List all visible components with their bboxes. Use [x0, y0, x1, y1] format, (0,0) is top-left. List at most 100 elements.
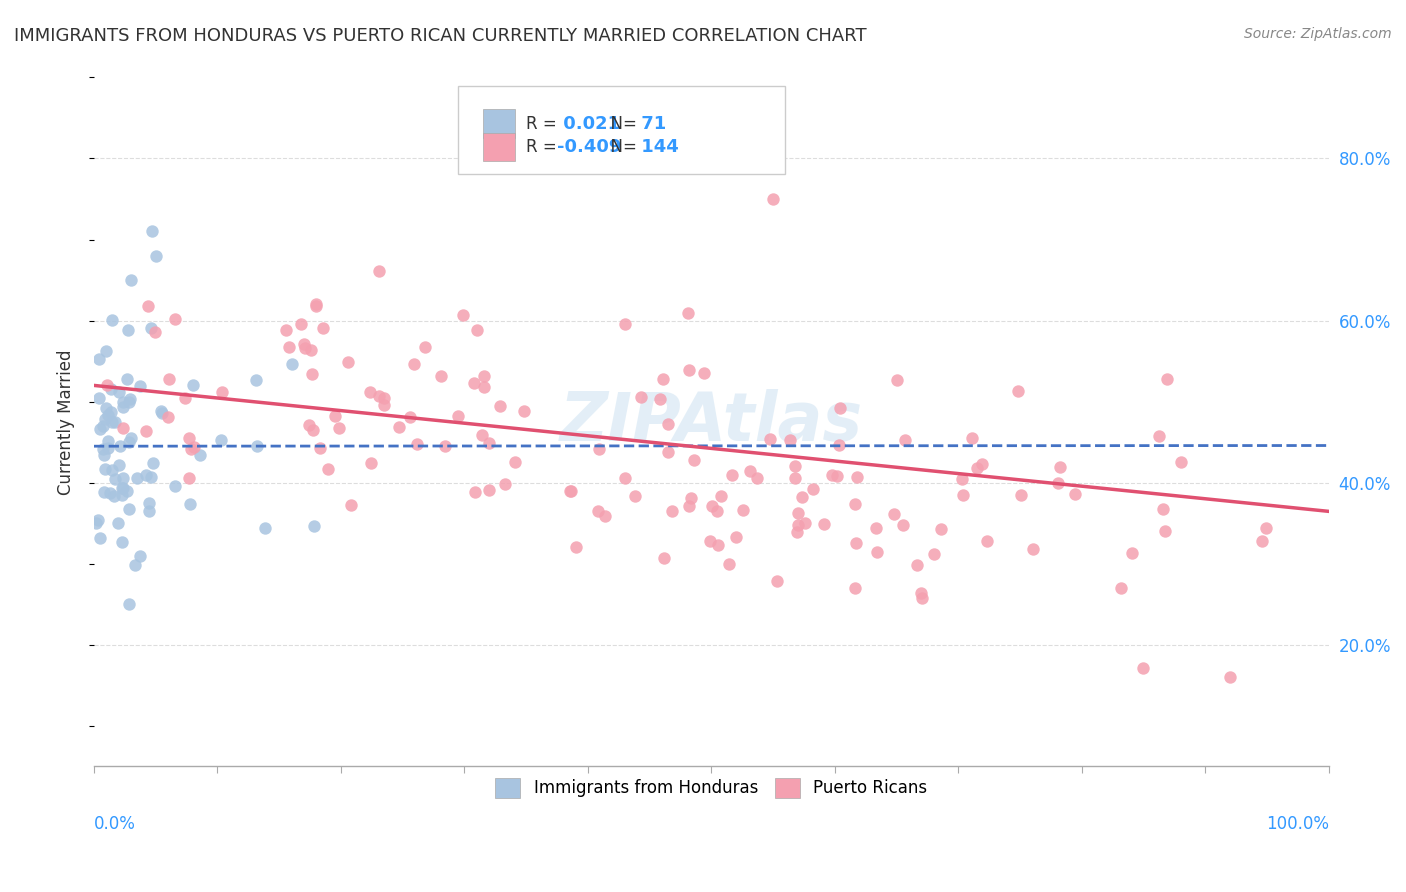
Point	[676, 305, 699, 319]
Point	[129, 549, 152, 564]
Point	[472, 368, 495, 383]
Point	[513, 404, 536, 418]
Point	[125, 471, 148, 485]
Point	[177, 470, 200, 484]
Point	[100, 405, 122, 419]
Point	[678, 363, 700, 377]
Point	[406, 437, 429, 451]
Point	[894, 433, 917, 447]
Point	[117, 434, 139, 449]
Point	[89, 391, 111, 405]
Point	[693, 366, 716, 380]
Point	[120, 392, 142, 406]
Point	[1156, 372, 1178, 386]
Point	[118, 501, 141, 516]
FancyBboxPatch shape	[482, 109, 515, 138]
Point	[108, 458, 131, 473]
Point	[188, 448, 211, 462]
Point	[759, 433, 782, 447]
Point	[844, 497, 866, 511]
Point	[179, 497, 201, 511]
Point	[103, 489, 125, 503]
Point	[107, 385, 129, 400]
Point	[156, 409, 179, 424]
Point	[960, 431, 983, 445]
Point	[157, 371, 180, 385]
Text: -0.409: -0.409	[557, 138, 621, 156]
Point	[844, 581, 866, 595]
Point	[84, 516, 107, 530]
Point	[922, 547, 945, 561]
Point	[138, 504, 160, 518]
Point	[316, 462, 339, 476]
Point	[163, 479, 186, 493]
Point	[359, 385, 381, 400]
Point	[302, 423, 325, 437]
Point	[117, 323, 139, 337]
Point	[94, 401, 117, 416]
Point	[593, 508, 616, 523]
Point	[246, 439, 269, 453]
Point	[624, 489, 647, 503]
Point	[1219, 670, 1241, 684]
Point	[104, 416, 127, 430]
Point	[141, 469, 163, 483]
Point	[93, 442, 115, 456]
Point	[97, 409, 120, 423]
Point	[94, 462, 117, 476]
Point	[657, 445, 679, 459]
Point	[891, 518, 914, 533]
Point	[305, 297, 328, 311]
Point	[97, 441, 120, 455]
Point	[100, 313, 122, 327]
Point	[100, 415, 122, 429]
Point	[111, 488, 134, 502]
Point	[613, 471, 636, 485]
Point	[180, 442, 202, 456]
Point	[503, 455, 526, 469]
Point	[209, 434, 232, 448]
Point	[478, 436, 501, 450]
Point	[336, 355, 359, 369]
Point	[560, 483, 582, 498]
Point	[828, 401, 851, 416]
Point	[120, 431, 142, 445]
Point	[91, 419, 114, 434]
Point	[94, 344, 117, 359]
Point	[465, 323, 488, 337]
Point	[111, 394, 134, 409]
Point	[104, 472, 127, 486]
Point	[120, 273, 142, 287]
Point	[952, 488, 974, 502]
Point	[1022, 541, 1045, 556]
Point	[312, 321, 335, 335]
Point	[678, 500, 700, 514]
Point	[138, 495, 160, 509]
Point	[588, 442, 610, 457]
Point	[447, 409, 470, 423]
Point	[290, 317, 312, 331]
Point	[787, 506, 810, 520]
Text: 100.0%: 100.0%	[1265, 814, 1329, 832]
Point	[292, 336, 315, 351]
Point	[301, 367, 323, 381]
Point	[821, 467, 844, 482]
Y-axis label: Currently Married: Currently Married	[58, 349, 75, 495]
Point	[792, 490, 814, 504]
Point	[129, 379, 152, 393]
Point	[135, 425, 157, 439]
Point	[707, 538, 730, 552]
Point	[118, 597, 141, 611]
Point	[766, 574, 789, 588]
Text: Source: ZipAtlas.com: Source: ZipAtlas.com	[1244, 27, 1392, 41]
Point	[308, 442, 330, 456]
Point	[149, 404, 172, 418]
Point	[253, 521, 276, 535]
Point	[174, 391, 197, 405]
Text: IMMIGRANTS FROM HONDURAS VS PUERTO RICAN CURRENTLY MARRIED CORRELATION CHART: IMMIGRANTS FROM HONDURAS VS PUERTO RICAN…	[14, 27, 866, 45]
Point	[451, 308, 474, 322]
Point	[910, 586, 932, 600]
Point	[865, 521, 887, 535]
Point	[87, 513, 110, 527]
Point	[706, 504, 728, 518]
